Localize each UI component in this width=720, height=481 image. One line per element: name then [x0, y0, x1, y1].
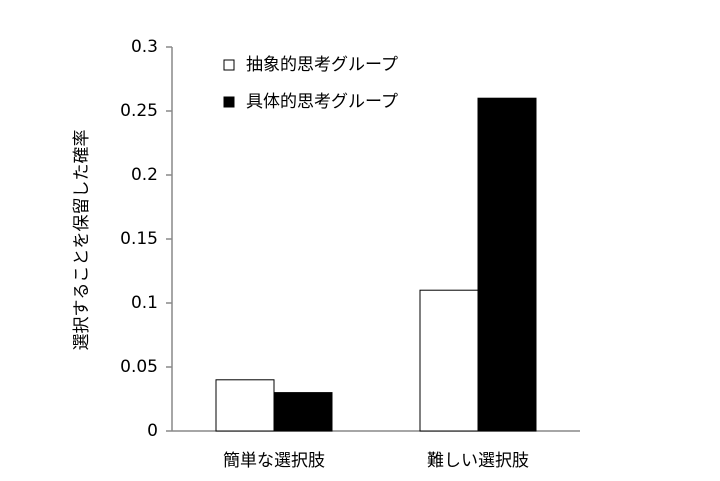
y-tick-label: 0.1	[131, 293, 158, 313]
y-tick-label: 0.05	[120, 357, 158, 377]
y-axis-label: 選択することを保留した確率	[72, 130, 92, 351]
bar	[419, 289, 479, 432]
legend-label: 具体的思考グループ	[246, 92, 398, 112]
bar	[215, 379, 275, 432]
legend-swatch	[223, 96, 235, 108]
x-tick-label: 簡単な選択肢	[223, 451, 325, 471]
y-tick-label: 0.2	[131, 165, 158, 185]
legend-swatch	[223, 59, 235, 71]
y-tick-label: 0.25	[120, 101, 158, 121]
y-tick-label: 0	[147, 421, 158, 441]
bar	[273, 392, 333, 432]
x-tick-label: 難しい選択肢	[427, 451, 529, 471]
y-tick-label: 0.15	[120, 229, 158, 249]
y-tick-label: 0.3	[131, 37, 158, 57]
legend-label: 抽象的思考グループ	[246, 55, 398, 75]
bar	[477, 97, 537, 432]
